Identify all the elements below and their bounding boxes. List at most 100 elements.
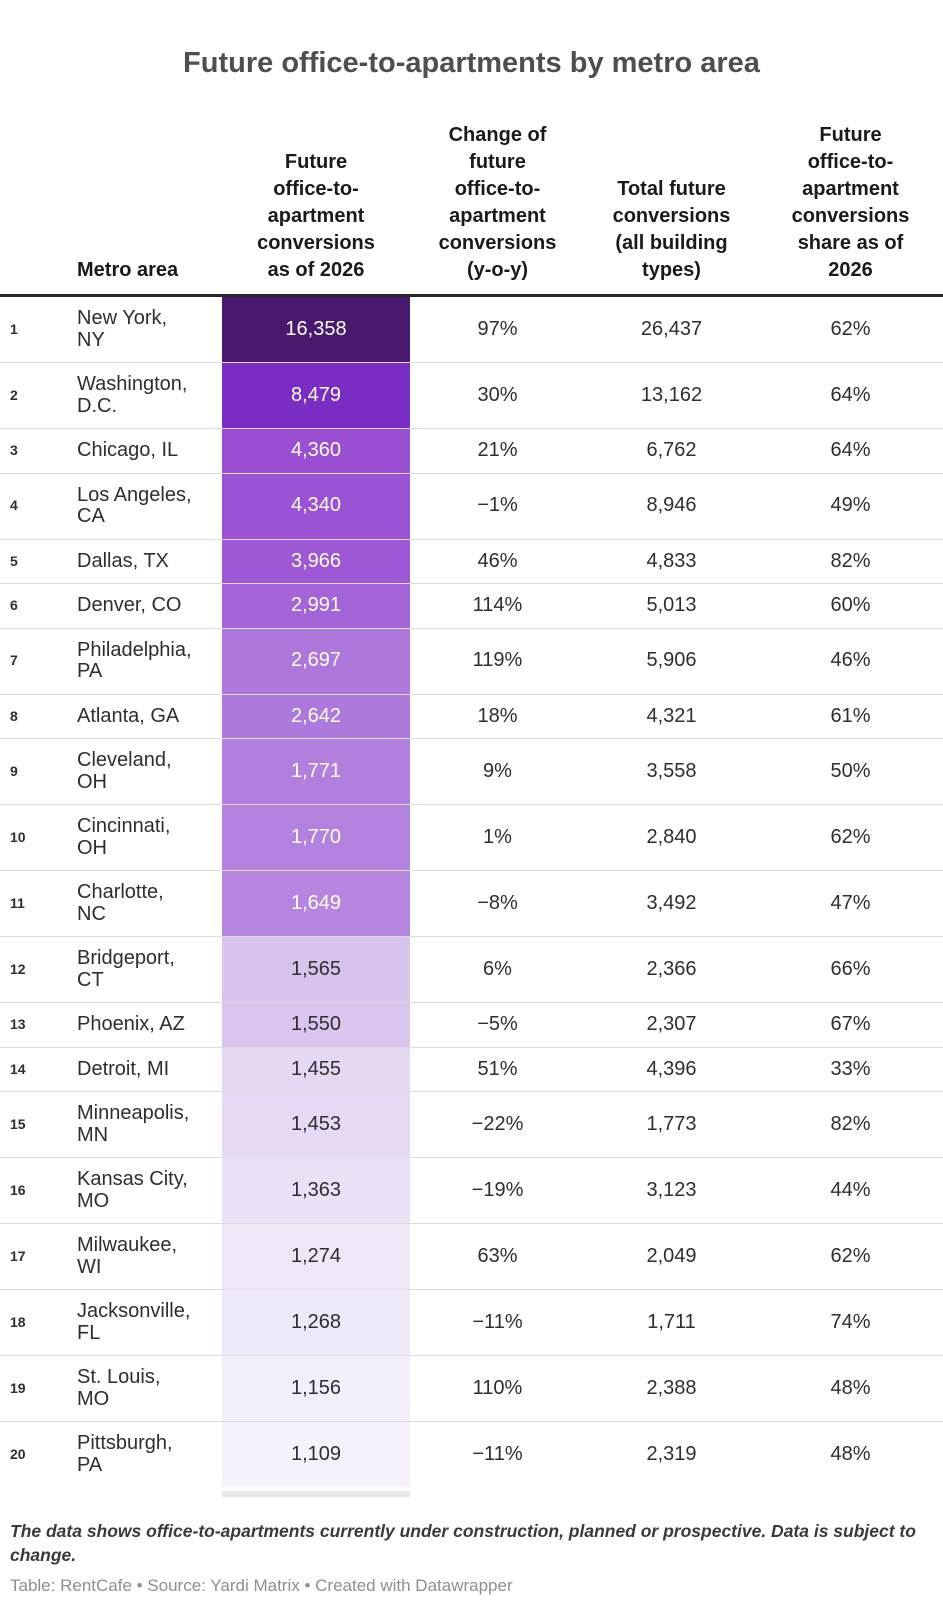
change-cell: 114% [472, 594, 523, 616]
metro-cell: Bridgeport, CT [77, 947, 175, 991]
rank-cell: 1 [10, 320, 18, 337]
change-cell: −8% [477, 891, 518, 914]
total-cell: 2,319 [646, 1442, 697, 1465]
share-cell: 74% [830, 1310, 871, 1333]
table-row: 9 Cleveland, OH 1,771 9% 3,558 50% [0, 738, 943, 804]
share-cell: 82% [830, 549, 871, 572]
rank-cell: 16 [10, 1181, 26, 1198]
conversions-cell: 8,479 [222, 363, 410, 428]
share-cell: 64% [830, 383, 871, 406]
metro-cell: Philadelphia, PA [77, 638, 192, 682]
rank-cell: 15 [10, 1115, 26, 1132]
rank-cell: 9 [10, 762, 18, 779]
share-cell: 82% [830, 1112, 871, 1135]
metro-cell: St. Louis, MO [77, 1366, 161, 1410]
table-row: 10 Cincinnati, OH 1,770 1% 2,840 62% [0, 804, 943, 870]
rank-cell: 8 [10, 707, 18, 724]
rank-cell: 2 [10, 386, 18, 403]
column-header-metro-area: Metro area [77, 259, 179, 281]
total-cell: 3,558 [646, 759, 697, 782]
table-row: 11 Charlotte, NC 1,649 −8% 3,492 47% [0, 870, 943, 936]
rank-cell: 4 [10, 497, 18, 514]
change-cell: −19% [471, 1178, 524, 1201]
conversions-cell: 3,966 [222, 539, 410, 583]
conversions-cell: 1,649 [222, 871, 410, 936]
total-cell: 5,906 [646, 649, 697, 672]
metro-cell: Charlotte, NC [77, 881, 164, 925]
conversions-cell: 4,340 [222, 473, 410, 539]
share-cell: 61% [830, 704, 871, 727]
rank-cell: 14 [10, 1060, 26, 1077]
table-row: 7 Philadelphia, PA 2,697 119% 5,906 46% [0, 627, 943, 694]
total-cell: 1,711 [647, 1310, 696, 1333]
total-cell: 3,123 [646, 1178, 697, 1201]
total-cell: 4,396 [646, 1057, 697, 1080]
table-row: 2 Washington, D.C. 8,479 30% 13,162 64% [0, 362, 943, 428]
table-row: 20 Pittsburgh, PA 1,109 −11% 2,319 48% [0, 1421, 943, 1487]
conversions-cell: 1,550 [222, 1003, 410, 1047]
conversions-cell: 4,360 [222, 429, 410, 473]
footnote: The data shows office-to-apartments curr… [10, 1521, 916, 1565]
total-cell: 2,388 [646, 1376, 697, 1399]
change-cell: 46% [477, 549, 518, 572]
conversions-cell: 2,642 [222, 694, 410, 738]
total-cell: 1,773 [646, 1112, 697, 1135]
change-cell: −11% [472, 1310, 523, 1333]
share-cell: 60% [830, 594, 871, 616]
conversions-cell: 16,358 [222, 297, 410, 362]
table-row: 18 Jacksonville, FL 1,268 −11% 1,711 74% [0, 1289, 943, 1355]
rank-cell: 7 [10, 652, 18, 669]
share-cell: 64% [830, 439, 871, 461]
change-cell: 21% [477, 439, 518, 461]
change-cell: 6% [483, 957, 512, 980]
metro-cell: Washington, D.C. [77, 373, 188, 417]
conversions-cell: 1,156 [222, 1356, 410, 1421]
conversions-cell: 1,363 [222, 1158, 410, 1223]
table-row: 12 Bridgeport, CT 1,565 6% 2,366 66% [0, 936, 943, 1002]
metro-cell: Detroit, MI [77, 1057, 170, 1080]
change-cell: 119% [472, 649, 523, 672]
metro-cell: Jacksonville, FL [77, 1300, 191, 1344]
metro-cell: Denver, CO [77, 594, 182, 616]
share-cell: 44% [830, 1178, 871, 1201]
conversions-cell: 1,770 [222, 805, 410, 870]
total-cell: 5,013 [646, 594, 697, 616]
total-cell: 2,840 [646, 825, 697, 848]
metro-cell: Los Angeles, CA [77, 483, 192, 527]
rank-cell: 18 [10, 1313, 26, 1330]
column-header-change-yoy: Change of future office-to- apartment co… [438, 124, 557, 281]
table-row: 3 Chicago, IL 4,360 21% 6,762 64% [0, 428, 943, 473]
metro-cell: Cincinnati, OH [77, 815, 171, 859]
conversions-cell: 1,565 [222, 937, 410, 1002]
share-cell: 67% [830, 1013, 871, 1035]
conversions-cell: 2,697 [222, 628, 410, 694]
share-cell: 33% [830, 1057, 871, 1080]
table-row: 5 Dallas, TX 3,966 46% 4,833 82% [0, 538, 943, 583]
table-row: 6 Denver, CO 2,991 114% 5,013 60% [0, 583, 943, 628]
table-row: 4 Los Angeles, CA 4,340 −1% 8,946 49% [0, 472, 943, 539]
change-cell: 18% [477, 704, 518, 727]
column-header-total-conversions: Total future conversions (all building t… [612, 178, 731, 281]
table-header-row: Metro area Future office-to- apartment c… [0, 80, 943, 297]
rank-cell: 6 [10, 597, 18, 613]
metro-cell: Atlanta, GA [77, 704, 180, 727]
total-cell: 26,437 [640, 317, 703, 340]
total-cell: 13,162 [640, 383, 703, 406]
heatmap-column-bottom-strip [222, 1491, 410, 1497]
share-cell: 47% [830, 891, 871, 914]
table-row: 1 New York, NY 16,358 97% 26,437 62% [0, 297, 943, 362]
metro-cell: Dallas, TX [77, 549, 169, 572]
table-row: 14 Detroit, MI 1,455 51% 4,396 33% [0, 1046, 943, 1091]
change-cell: −5% [477, 1013, 518, 1035]
total-cell: 8,946 [646, 494, 697, 517]
total-cell: 6,762 [646, 439, 697, 461]
rank-cell: 12 [10, 960, 26, 977]
metro-cell: Cleveland, OH [77, 749, 172, 793]
change-cell: 110% [472, 1376, 523, 1399]
source-attribution: Table: RentCafe • Source: Yardi Matrix •… [10, 1576, 513, 1595]
rank-cell: 17 [10, 1247, 26, 1264]
total-cell: 2,366 [646, 957, 697, 980]
share-cell: 62% [830, 825, 871, 848]
data-table: Metro area Future office-to- apartment c… [0, 80, 943, 1497]
